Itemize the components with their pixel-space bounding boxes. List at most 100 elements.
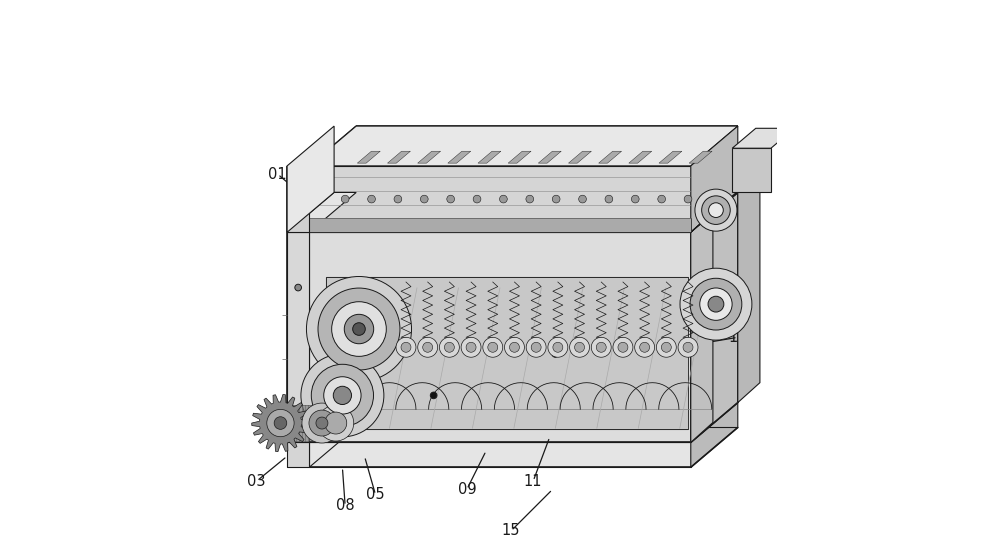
Circle shape bbox=[618, 342, 628, 352]
Circle shape bbox=[552, 195, 560, 203]
Circle shape bbox=[341, 195, 349, 203]
Circle shape bbox=[295, 284, 301, 291]
Circle shape bbox=[695, 189, 737, 231]
Circle shape bbox=[396, 337, 416, 357]
Circle shape bbox=[483, 337, 503, 357]
Polygon shape bbox=[287, 442, 309, 467]
Polygon shape bbox=[691, 126, 738, 232]
Circle shape bbox=[631, 195, 639, 203]
Circle shape bbox=[473, 195, 481, 203]
Circle shape bbox=[461, 337, 481, 357]
Circle shape bbox=[324, 377, 361, 414]
Circle shape bbox=[605, 195, 613, 203]
Circle shape bbox=[658, 195, 666, 203]
Polygon shape bbox=[309, 166, 691, 232]
Polygon shape bbox=[418, 151, 441, 163]
Polygon shape bbox=[691, 212, 713, 442]
Text: 11: 11 bbox=[524, 473, 542, 489]
Polygon shape bbox=[448, 151, 471, 163]
Circle shape bbox=[316, 417, 328, 429]
Polygon shape bbox=[287, 192, 356, 232]
Polygon shape bbox=[689, 151, 712, 163]
Polygon shape bbox=[287, 232, 309, 442]
Circle shape bbox=[430, 392, 437, 399]
Text: 15: 15 bbox=[502, 523, 520, 539]
Circle shape bbox=[708, 296, 724, 312]
Text: 13: 13 bbox=[729, 330, 747, 345]
Circle shape bbox=[333, 386, 352, 405]
Circle shape bbox=[553, 342, 563, 352]
Circle shape bbox=[526, 337, 546, 357]
Polygon shape bbox=[309, 232, 691, 442]
Polygon shape bbox=[568, 151, 591, 163]
Circle shape bbox=[401, 342, 411, 352]
Polygon shape bbox=[309, 403, 738, 442]
Polygon shape bbox=[387, 151, 410, 163]
Circle shape bbox=[640, 342, 650, 352]
Circle shape bbox=[684, 195, 692, 203]
Text: 08: 08 bbox=[336, 498, 354, 514]
Circle shape bbox=[318, 405, 354, 441]
Circle shape bbox=[301, 354, 384, 437]
Polygon shape bbox=[538, 151, 561, 163]
Circle shape bbox=[394, 195, 402, 203]
Circle shape bbox=[325, 412, 347, 434]
Circle shape bbox=[591, 337, 611, 357]
Circle shape bbox=[700, 288, 732, 320]
Circle shape bbox=[267, 409, 294, 437]
Circle shape bbox=[575, 342, 585, 352]
Circle shape bbox=[596, 342, 606, 352]
Circle shape bbox=[548, 337, 568, 357]
Polygon shape bbox=[287, 166, 309, 232]
Circle shape bbox=[680, 268, 752, 340]
Text: 05: 05 bbox=[366, 487, 385, 503]
Circle shape bbox=[332, 302, 386, 356]
Polygon shape bbox=[738, 173, 760, 403]
Circle shape bbox=[318, 288, 400, 370]
Circle shape bbox=[274, 417, 287, 429]
Circle shape bbox=[344, 314, 374, 344]
Circle shape bbox=[509, 342, 519, 352]
Circle shape bbox=[709, 203, 723, 217]
Circle shape bbox=[526, 195, 534, 203]
Circle shape bbox=[418, 337, 438, 357]
Circle shape bbox=[466, 342, 476, 352]
Polygon shape bbox=[309, 192, 738, 232]
Circle shape bbox=[439, 337, 459, 357]
Polygon shape bbox=[309, 442, 691, 467]
Circle shape bbox=[661, 342, 671, 352]
Circle shape bbox=[579, 195, 586, 203]
Circle shape bbox=[552, 351, 559, 357]
Polygon shape bbox=[285, 405, 316, 441]
Polygon shape bbox=[309, 218, 691, 232]
Polygon shape bbox=[508, 151, 531, 163]
Polygon shape bbox=[691, 192, 738, 442]
Circle shape bbox=[488, 342, 498, 352]
Circle shape bbox=[444, 342, 454, 352]
Polygon shape bbox=[287, 126, 334, 232]
Text: 01: 01 bbox=[268, 166, 287, 182]
Circle shape bbox=[683, 342, 693, 352]
Text: 03: 03 bbox=[247, 473, 266, 489]
Circle shape bbox=[531, 342, 541, 352]
Polygon shape bbox=[732, 148, 771, 192]
Polygon shape bbox=[478, 151, 501, 163]
Circle shape bbox=[447, 195, 455, 203]
Circle shape bbox=[570, 337, 590, 357]
Polygon shape bbox=[691, 403, 738, 467]
Circle shape bbox=[656, 337, 676, 357]
Polygon shape bbox=[691, 173, 760, 232]
Circle shape bbox=[302, 403, 342, 443]
Polygon shape bbox=[326, 276, 688, 429]
Text: 09: 09 bbox=[458, 482, 476, 497]
Polygon shape bbox=[659, 151, 682, 163]
Circle shape bbox=[702, 196, 730, 225]
Circle shape bbox=[311, 364, 374, 426]
Polygon shape bbox=[309, 126, 738, 166]
Polygon shape bbox=[732, 128, 794, 148]
Polygon shape bbox=[599, 151, 622, 163]
Polygon shape bbox=[252, 394, 309, 452]
Circle shape bbox=[353, 323, 365, 335]
Circle shape bbox=[505, 337, 524, 357]
Circle shape bbox=[420, 195, 428, 203]
